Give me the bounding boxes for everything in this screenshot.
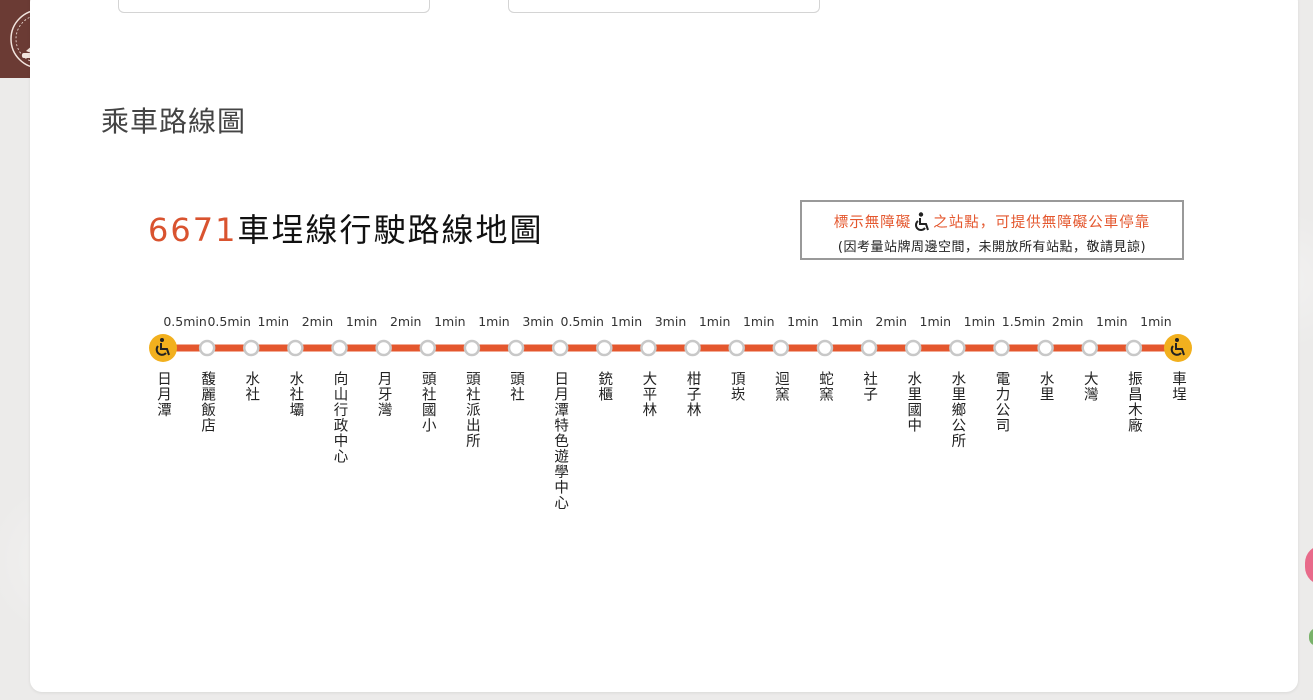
travel-time-label: 0.5min: [560, 314, 604, 329]
travel-time-label: 1min: [610, 314, 643, 329]
stop-name: 頭社: [508, 371, 525, 402]
stop-marker: [1037, 339, 1054, 357]
stop-marker: [816, 339, 834, 357]
travel-time-label: 1.5min: [1001, 314, 1046, 329]
stop-name: 振昌木廠: [1125, 371, 1142, 433]
stop-name: 頭社國小: [419, 371, 436, 433]
travel-time-label: 1min: [345, 314, 378, 329]
travel-time-label: 1min: [919, 314, 952, 329]
travel-time-label: 1min: [1096, 314, 1128, 329]
floating-action-button-2[interactable]: [1309, 628, 1313, 646]
travel-time-label: 2min: [389, 314, 422, 329]
travel-time-label: 1min: [831, 314, 863, 329]
travel-time-label: 1min: [434, 314, 466, 329]
stop-name: 水社: [243, 371, 260, 402]
stop-name: 柑子林: [684, 371, 701, 418]
stop-name: 馥麗飯店: [199, 371, 216, 433]
stop-name: 水社壩: [287, 371, 304, 418]
stop-marker: [463, 339, 481, 357]
travel-time-label: 2min: [301, 314, 334, 329]
section-title: 乘車路線圖: [101, 105, 247, 138]
notice-suffix: 之站點，可提供無障礙公車停靠: [933, 215, 1151, 231]
accessibility-notice: 標示無障礙 之站點，可提供無障礙公車停靠 (因考量站牌周邊空間，未開放所有站點，…: [800, 200, 1184, 260]
travel-time-label: 1min: [698, 314, 731, 329]
travel-time-label: 1min: [257, 314, 290, 329]
travel-time-label: 1min: [742, 314, 775, 329]
stop-marker: [904, 339, 922, 357]
stop-marker: [551, 339, 569, 357]
stop-marker: [1081, 339, 1098, 357]
stop-name: 蛇窯: [816, 371, 833, 402]
notice-note: (因考量站牌周邊空間，未開放所有站點，敬請見諒): [837, 240, 1147, 255]
stop-marker: [728, 339, 745, 357]
stop-marker: [331, 339, 348, 357]
stop-name: 迴窯: [772, 371, 789, 402]
stop-name: 社子: [861, 371, 878, 402]
travel-time-label: 3min: [654, 314, 687, 329]
notice-prefix: 標示無障礙: [833, 215, 912, 231]
stop-marker: [993, 339, 1010, 357]
stop-marker: [949, 339, 966, 357]
stop-name: 大灣: [1081, 371, 1098, 402]
travel-time-label: 1min: [963, 314, 996, 329]
stop-name: 向山行政中心: [331, 371, 348, 464]
stop-marker: [1125, 339, 1143, 357]
stop-marker: [507, 339, 525, 357]
form-field-right[interactable]: [508, 0, 820, 13]
stop-name: 頂崁: [728, 371, 745, 402]
stop-marker: [243, 339, 260, 357]
stop-name: 日月潭: [155, 371, 171, 418]
stop-name: 銃櫃: [596, 371, 613, 402]
stop-marker: [640, 339, 657, 357]
floating-action-button[interactable]: [1305, 545, 1313, 585]
stop-name: 電力公司: [993, 371, 1010, 433]
wheelchair-icon: [915, 211, 930, 231]
stop-marker: [419, 339, 437, 357]
wheelchair-icon: [155, 338, 170, 356]
stop-marker: [860, 339, 878, 357]
wheelchair-icon: [1170, 338, 1185, 356]
travel-time-label: 0.5min: [207, 314, 251, 329]
stop-marker: [375, 339, 392, 357]
travel-time-label: 1min: [478, 314, 510, 329]
accessible-stop-marker: [149, 334, 177, 362]
travel-time-label: 2min: [1051, 314, 1084, 329]
stop-name: 車埕: [1170, 371, 1186, 402]
stop-marker: [772, 339, 790, 357]
stop-marker: [198, 339, 216, 357]
stop-name: 日月潭特色遊學中心: [552, 371, 569, 511]
form-field-left[interactable]: [118, 0, 430, 13]
stop-marker: [596, 339, 613, 357]
travel-time-label: 0.5min: [163, 314, 207, 329]
route-number: 6671: [148, 211, 238, 249]
stop-marker: [287, 339, 304, 357]
stop-name: 水里國中: [905, 371, 922, 433]
stop-name: 大平林: [640, 371, 657, 418]
route-title: 車埕線行駛路線地圖: [237, 211, 544, 249]
stop-name: 水里鄉公所: [949, 371, 966, 449]
travel-time-label: 2min: [875, 314, 907, 329]
travel-time-label: 1min: [787, 314, 819, 329]
accessible-stop-marker: [1164, 334, 1192, 362]
travel-time-label: 1min: [1140, 314, 1172, 329]
travel-time-label: 3min: [522, 314, 554, 329]
stop-name: 水里: [1037, 371, 1054, 402]
route-map-title: 6671車埕線行駛路線地圖: [148, 205, 543, 251]
stop-name: 頭社派出所: [463, 371, 480, 449]
stop-name: 月牙灣: [375, 371, 392, 418]
stop-marker: [684, 339, 701, 357]
